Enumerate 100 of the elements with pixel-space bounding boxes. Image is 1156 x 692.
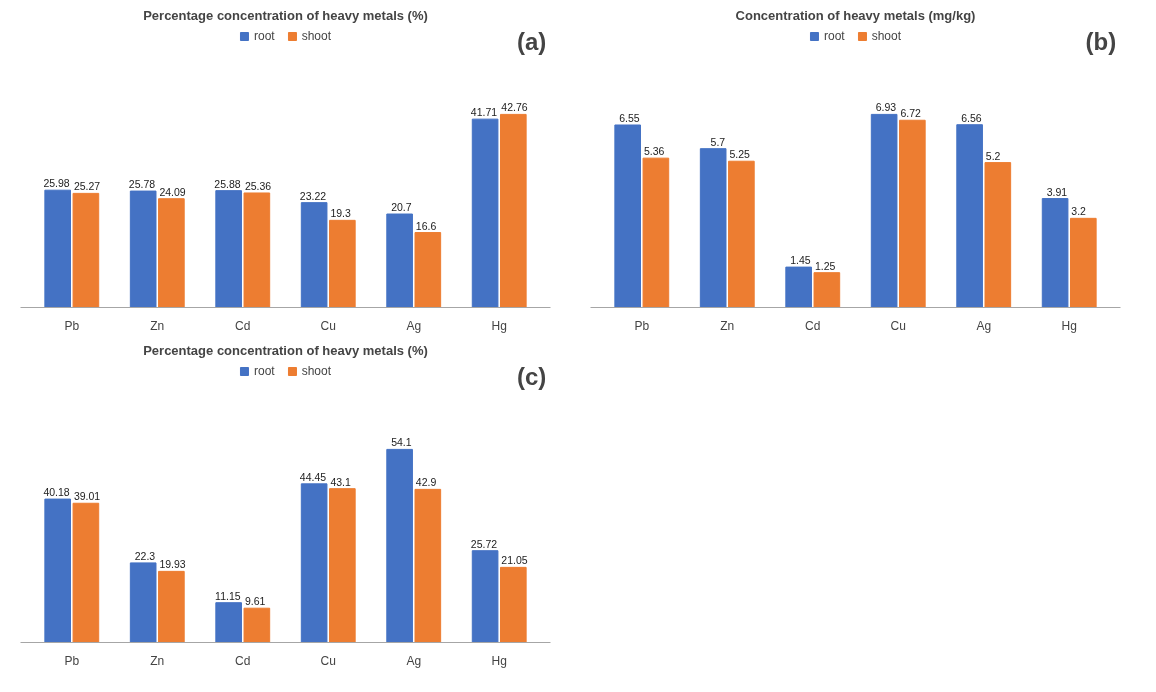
bar [813,272,841,308]
bar [785,266,812,308]
data-label: 25.78 [128,178,156,191]
legend-label: root [253,364,275,378]
chart-title: Concentration of heavy metals (mg/kg) [735,7,976,23]
data-label: 6.56 [961,111,982,124]
x-tick-label: Hg [1061,318,1077,333]
data-label: 19.3 [330,207,351,220]
bar [414,488,442,643]
bar [1069,217,1097,308]
x-tick-label: Hg [491,318,507,333]
data-label: 24.09 [159,185,186,198]
x-tick-label: Zn [150,653,165,668]
bar [414,232,442,308]
data-label: 22.3 [134,549,156,562]
bar [699,148,727,308]
legend-label: root [823,29,845,43]
data-label: 25.36 [244,179,272,192]
data-label: 5.2 [985,149,1001,162]
legend-label: shoot [871,29,902,43]
data-label: 3.91 [1046,185,1068,198]
bar [243,607,271,643]
data-label: 1.25 [814,259,836,272]
x-tick-label: Cu [890,318,906,333]
x-tick-label: Ag [976,318,992,333]
bar [471,118,499,308]
data-label: 25.88 [214,177,241,190]
bar [870,113,898,308]
bar [984,162,1012,308]
chart-title: Percentage concentration of heavy metals (%) [143,342,428,358]
data-label: 41.71 [470,106,498,119]
bar [72,502,100,643]
bar [129,190,157,308]
bar [386,213,413,308]
data-label: 21.05 [501,554,528,567]
bar [300,202,328,308]
data-label: 42.76 [501,101,528,114]
legend-label: root [253,29,275,43]
data-label: 25.98 [43,177,70,190]
data-label: 19.93 [159,558,186,571]
data-label: 6.55 [619,111,640,124]
x-tick-label: Cd [235,318,251,333]
x-tick-label: Pb [64,653,80,668]
legend-label: shoot [301,29,332,43]
bar [129,562,157,643]
bar [614,124,642,308]
bar [499,566,527,643]
bar [642,157,670,308]
legend-label: shoot [301,364,332,378]
x-tick-label: Zn [150,318,165,333]
data-label: 44.45 [299,470,327,483]
x-tick-label: Pb [64,318,80,333]
bar [956,124,983,308]
x-tick-label: Ag [406,318,422,333]
data-label: 43.1 [330,475,351,488]
bar [158,198,185,308]
data-label: 54.1 [391,436,412,449]
bar [300,483,328,643]
bar [215,602,242,643]
bar [1041,198,1069,308]
text: (b) [1085,27,1117,55]
text: (c) [516,362,547,390]
bar [329,219,356,308]
bar [329,488,356,643]
x-tick-label: Cd [235,653,251,668]
bar [728,160,755,308]
bar [44,189,72,308]
data-label: 23.22 [299,189,327,202]
data-label: 9.61 [244,595,266,608]
bar [158,570,185,643]
bar [471,550,499,643]
data-label: 5.36 [643,145,665,158]
data-label: 11.15 [215,589,241,602]
x-tick-label: Zn [720,318,735,333]
data-label: 25.72 [470,537,498,550]
bar [243,192,271,308]
x-tick-label: Hg [491,653,507,668]
data-label: 3.2 [1071,205,1087,218]
data-label: 16.6 [415,219,437,232]
x-tick-label: Cd [805,318,821,333]
bar [499,113,527,308]
bar [386,448,413,643]
data-label: 25.27 [73,180,101,193]
text: (a) [516,27,547,55]
bar [899,119,926,308]
data-label: 39.01 [73,490,101,503]
data-label: 42.9 [415,476,437,489]
x-tick-label: Pb [634,318,650,333]
chart-title: Percentage concentration of heavy metals (%) [143,7,428,23]
x-tick-label: Cu [320,653,336,668]
bar [72,192,100,308]
x-tick-label: Ag [406,653,422,668]
bar [44,498,72,643]
data-label: 40.18 [43,486,70,499]
data-label: 6.72 [900,107,921,120]
bar [215,190,242,308]
data-label: 1.45 [790,254,811,267]
data-label: 20.7 [391,201,412,214]
data-label: 6.93 [875,101,897,114]
x-tick-label: Cu [320,318,336,333]
